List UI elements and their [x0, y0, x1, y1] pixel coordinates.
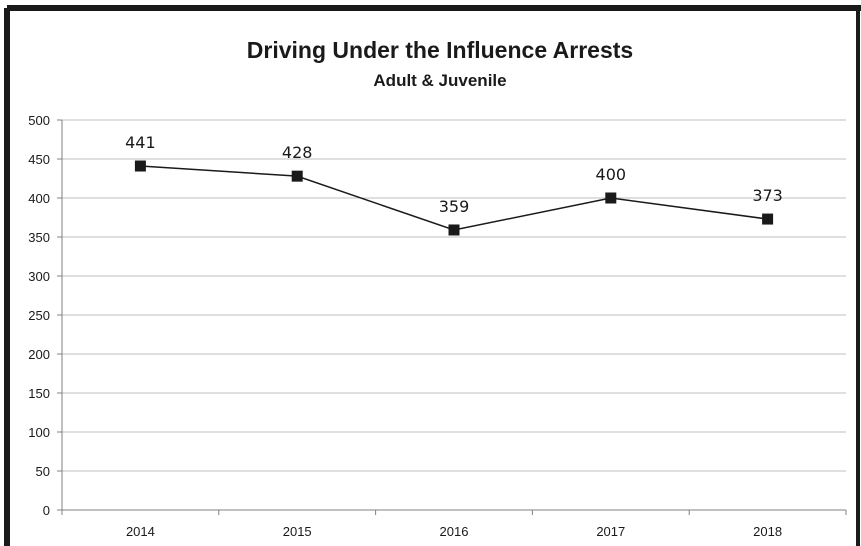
- y-tick-label: 300: [28, 269, 50, 284]
- y-tick-label: 250: [28, 308, 50, 323]
- gridlines: [62, 119, 846, 472]
- chart-title: Driving Under the Influence Arrests: [247, 37, 633, 63]
- y-tick-labels: 0 50 100 150 200 250 300 350 400 450 500: [28, 113, 50, 518]
- y-tick-label: 200: [28, 347, 50, 362]
- y-tick-label: 0: [43, 503, 50, 518]
- series: [134, 160, 774, 236]
- data-label: 428: [282, 143, 313, 162]
- data-label: 400: [596, 165, 627, 184]
- x-tick-label: 2014: [126, 524, 155, 539]
- chart-frame: [4, 5, 861, 546]
- x-tick-label: 2016: [440, 524, 469, 539]
- data-point-marker: [291, 170, 303, 182]
- y-tick-label: 400: [28, 191, 50, 206]
- y-tick-label: 350: [28, 230, 50, 245]
- y-tick-label: 150: [28, 386, 50, 401]
- axes: [57, 119, 847, 515]
- data-point-marker: [448, 224, 460, 236]
- data-label: 359: [439, 197, 470, 216]
- x-tick-label: 2017: [596, 524, 625, 539]
- y-tick-label: 450: [28, 152, 50, 167]
- chart-subtitle: Adult & Juvenile: [373, 71, 506, 90]
- data-label: 373: [752, 186, 783, 205]
- y-tick-label: 50: [36, 464, 50, 479]
- x-tick-labels: 2014 2015 2016 2017 2018: [126, 524, 782, 539]
- y-tick-label: 100: [28, 425, 50, 440]
- data-labels: 441 428 359 400 373: [125, 133, 783, 216]
- x-tick-label: 2015: [283, 524, 312, 539]
- data-point-marker: [605, 192, 617, 204]
- x-tick-label: 2018: [753, 524, 782, 539]
- data-label: 441: [125, 133, 156, 152]
- data-point-marker: [134, 160, 146, 172]
- data-point-marker: [762, 213, 774, 225]
- y-tick-label: 500: [28, 113, 50, 128]
